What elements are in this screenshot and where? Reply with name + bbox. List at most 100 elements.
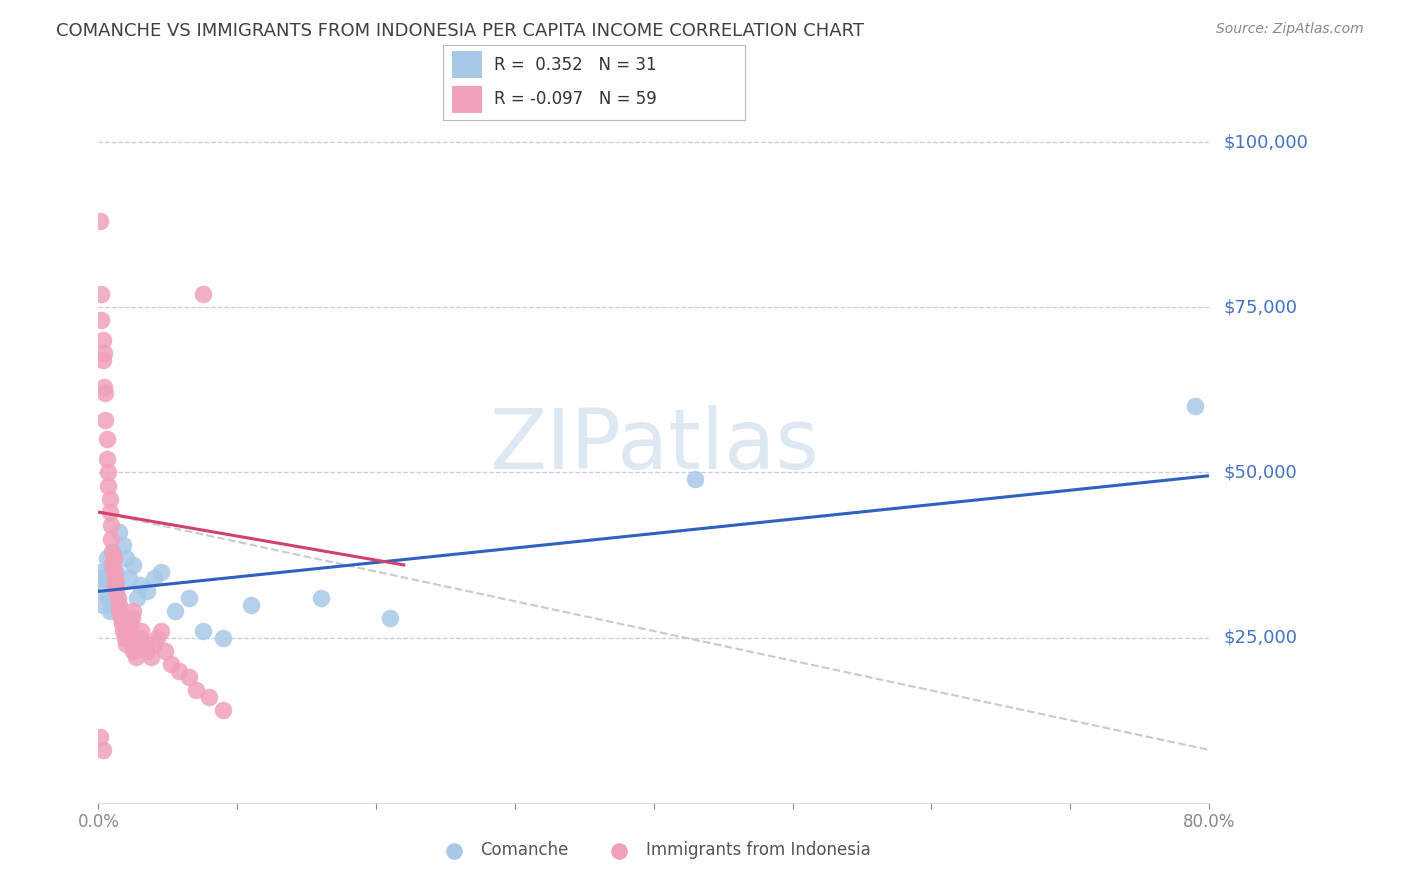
Point bbox=[143, 637, 166, 651]
Point bbox=[105, 565, 128, 579]
Point bbox=[378, 611, 401, 625]
Point bbox=[149, 565, 172, 579]
Point bbox=[94, 386, 117, 401]
Point bbox=[184, 683, 207, 698]
Text: Source: ZipAtlas.com: Source: ZipAtlas.com bbox=[1216, 22, 1364, 37]
Point bbox=[167, 664, 190, 678]
Point bbox=[163, 604, 186, 618]
Point bbox=[177, 591, 200, 605]
Point bbox=[145, 631, 167, 645]
Point bbox=[97, 466, 120, 480]
Point bbox=[122, 604, 145, 618]
Point bbox=[93, 584, 115, 599]
Bar bbox=[451, 51, 482, 78]
Point bbox=[101, 545, 124, 559]
Point bbox=[110, 611, 132, 625]
Point bbox=[136, 584, 159, 599]
Point bbox=[104, 571, 127, 585]
Point bbox=[91, 743, 114, 757]
Point bbox=[94, 412, 117, 426]
Point bbox=[96, 433, 118, 447]
Point bbox=[108, 524, 131, 539]
Point bbox=[141, 650, 163, 665]
Point bbox=[89, 571, 111, 585]
Point bbox=[118, 624, 141, 638]
Point bbox=[115, 551, 138, 566]
Point bbox=[97, 591, 120, 605]
Point bbox=[131, 624, 153, 638]
Text: ZIPatlas: ZIPatlas bbox=[489, 406, 818, 486]
Point bbox=[177, 670, 200, 684]
Point bbox=[98, 505, 121, 519]
Point bbox=[91, 598, 114, 612]
Point bbox=[122, 644, 145, 658]
Point bbox=[149, 624, 172, 638]
Point bbox=[93, 379, 115, 393]
Text: COMANCHE VS IMMIGRANTS FROM INDONESIA PER CAPITA INCOME CORRELATION CHART: COMANCHE VS IMMIGRANTS FROM INDONESIA PE… bbox=[56, 22, 865, 40]
Point bbox=[104, 578, 127, 592]
Point bbox=[91, 333, 114, 347]
Point bbox=[212, 703, 235, 717]
Point bbox=[100, 532, 122, 546]
Point bbox=[89, 214, 111, 228]
Point bbox=[112, 538, 135, 552]
Point bbox=[1184, 400, 1206, 414]
Point bbox=[94, 571, 117, 585]
Point bbox=[107, 591, 129, 605]
Point bbox=[685, 472, 707, 486]
Point bbox=[105, 584, 128, 599]
Text: $50,000: $50,000 bbox=[1223, 464, 1296, 482]
Point bbox=[89, 730, 111, 744]
Point bbox=[198, 690, 221, 704]
Point bbox=[115, 637, 138, 651]
Point bbox=[91, 353, 114, 368]
Point bbox=[309, 591, 332, 605]
Point bbox=[127, 637, 149, 651]
Point bbox=[96, 452, 118, 467]
Point bbox=[101, 545, 124, 559]
Point bbox=[153, 644, 176, 658]
Text: $75,000: $75,000 bbox=[1223, 298, 1298, 317]
Point bbox=[103, 565, 125, 579]
Point bbox=[90, 313, 112, 327]
Text: R = -0.097   N = 59: R = -0.097 N = 59 bbox=[495, 90, 657, 108]
Point bbox=[122, 558, 145, 572]
Point bbox=[159, 657, 181, 671]
Point bbox=[240, 598, 263, 612]
Point bbox=[191, 287, 214, 301]
Point bbox=[112, 624, 135, 638]
Point bbox=[136, 644, 159, 658]
Point bbox=[100, 558, 122, 572]
Point bbox=[96, 551, 118, 566]
Point bbox=[108, 604, 131, 618]
Point bbox=[101, 558, 124, 572]
Point bbox=[98, 491, 121, 506]
Point bbox=[114, 631, 136, 645]
Point bbox=[90, 565, 112, 579]
Point bbox=[127, 591, 149, 605]
Point bbox=[93, 346, 115, 360]
Point bbox=[98, 604, 121, 618]
Point bbox=[111, 617, 134, 632]
Point bbox=[100, 518, 122, 533]
Point bbox=[104, 578, 127, 592]
Point bbox=[97, 478, 120, 492]
Bar bbox=[451, 86, 482, 112]
Point bbox=[105, 578, 128, 592]
Point bbox=[103, 551, 125, 566]
Legend: Comanche, Immigrants from Indonesia: Comanche, Immigrants from Indonesia bbox=[430, 835, 877, 866]
Point bbox=[212, 631, 235, 645]
Point bbox=[120, 617, 142, 632]
Point bbox=[129, 631, 152, 645]
Point bbox=[108, 598, 131, 612]
Point bbox=[191, 624, 214, 638]
Point bbox=[121, 611, 143, 625]
Text: R =  0.352   N = 31: R = 0.352 N = 31 bbox=[495, 56, 657, 74]
Point bbox=[90, 287, 112, 301]
Point bbox=[143, 571, 166, 585]
Text: $100,000: $100,000 bbox=[1223, 133, 1308, 151]
Point bbox=[134, 637, 156, 651]
Point bbox=[125, 650, 148, 665]
Point bbox=[117, 631, 139, 645]
Point bbox=[118, 571, 141, 585]
